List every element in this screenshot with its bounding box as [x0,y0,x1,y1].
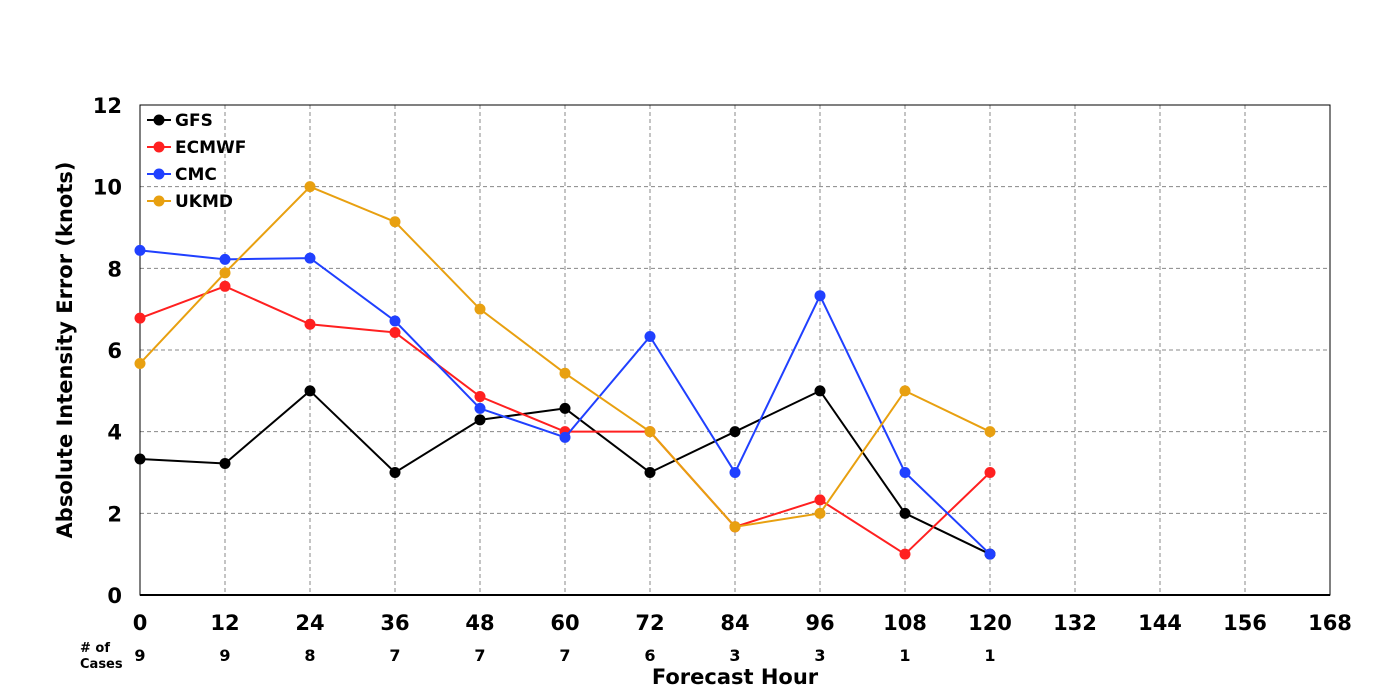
data-point [304,252,316,264]
x-tick-label: 168 [1308,611,1352,635]
data-point [559,431,571,443]
data-point [644,426,656,438]
data-point [899,385,911,397]
legend: GFS ECMWF CMC UKMD [147,111,246,212]
x-tick-label: 12 [210,611,239,635]
data-point [559,402,571,414]
data-point [304,181,316,193]
data-point [304,385,316,397]
legend-label: CMC [175,165,217,185]
data-point [729,467,741,478]
data-point [219,267,231,279]
cases-value: 7 [559,646,570,665]
data-point [389,467,401,478]
data-point [389,315,401,327]
x-tick-label: 0 [133,611,148,635]
x-tick-label: 60 [550,611,579,635]
x-tick-label: 144 [1138,611,1182,635]
legend-label: GFS [175,111,213,131]
legend-swatch-marker [153,141,165,153]
data-point [304,318,316,330]
legend-swatch-marker [153,168,165,180]
data-point [899,467,911,478]
cases-value: 7 [389,646,400,665]
cases-label-line1: # of [80,641,110,656]
x-tick-label: 84 [720,611,749,635]
y-tick-label: 8 [107,257,122,281]
y-tick-label: 12 [93,94,122,118]
cases-row: # of Cases 9 9 8 7 7 7 6 3 3 1 1 [80,641,996,672]
data-point [729,521,741,533]
cases-value: 1 [899,646,910,665]
x-axis-ticks: 0 12 24 36 48 60 72 84 96 108 120 132 144 156 168 [133,611,1352,635]
data-point [899,548,911,560]
data-point [134,357,146,369]
legend-item-ecmwf: ECMWF [147,138,246,158]
cases-value: 9 [134,646,145,665]
data-point [814,507,826,519]
data-point [219,280,231,292]
legend-swatch-marker [153,114,165,126]
cases-value: 9 [219,646,230,665]
data-point [984,426,996,438]
series-line [139,185,991,528]
x-axis-title: Forecast Hour [652,665,819,689]
data-point [389,216,401,228]
cases-value: 3 [729,646,740,665]
y-axis-title: Absolute Intensity Error (knots) [53,162,77,539]
y-tick-label: 6 [107,339,122,363]
y-tick-label: 4 [107,421,122,445]
data-point [984,467,996,478]
x-tick-label: 132 [1053,611,1097,635]
legend-item-ukmd: UKMD [147,192,233,212]
series-ukmd [134,181,996,533]
data-point [814,494,826,506]
data-point [814,385,826,397]
cases-value: 6 [644,646,655,665]
x-tick-label: 48 [465,611,494,635]
y-tick-label: 0 [107,584,122,608]
series-gfs [134,385,996,560]
data-point [899,507,911,519]
legend-item-cmc: CMC [147,165,217,185]
data-point [474,391,486,403]
data-point [134,453,146,465]
x-tick-label: 120 [968,611,1012,635]
cases-value: 8 [304,646,315,665]
y-tick-label: 10 [93,176,122,200]
data-point [474,414,486,426]
x-tick-label: 96 [805,611,834,635]
cases-value: 1 [984,646,995,665]
data-point [644,467,656,478]
x-tick-label: 24 [295,611,324,635]
legend-swatch-marker [153,195,165,207]
cases-value: 7 [474,646,485,665]
y-tick-label: 2 [107,502,122,526]
x-tick-label: 36 [380,611,409,635]
cases-value: 3 [814,646,825,665]
data-point [474,303,486,315]
data-point [559,367,571,379]
legend-label: UKMD [175,192,233,212]
data-point [729,426,741,438]
data-point [814,290,826,302]
legend-label: ECMWF [175,138,246,158]
data-point [389,326,401,338]
data-point [219,458,231,470]
series-cmc [134,244,996,560]
y-axis-ticks: 0 2 4 6 8 10 12 [93,94,122,608]
x-tick-label: 156 [1223,611,1267,635]
x-tick-label: 108 [883,611,927,635]
data-point [474,402,486,414]
data-point [219,253,231,265]
data-point [644,331,656,343]
cases-label-line2: Cases [80,657,123,672]
data-point [134,244,146,256]
legend-item-gfs: GFS [147,111,213,131]
data-point [984,548,996,560]
series-layer [134,181,996,560]
data-point [134,312,146,324]
x-tick-label: 72 [635,611,664,635]
